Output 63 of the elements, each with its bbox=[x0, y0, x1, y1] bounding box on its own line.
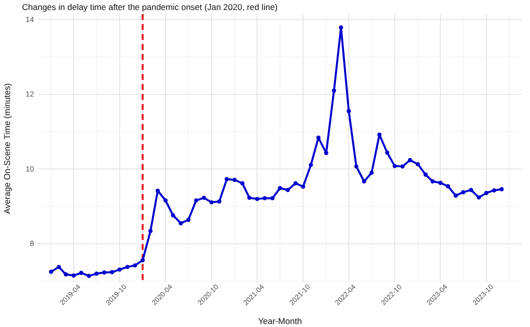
point bbox=[178, 221, 183, 226]
point bbox=[468, 188, 474, 192]
point bbox=[79, 270, 84, 276]
point bbox=[446, 184, 450, 188]
point bbox=[377, 132, 382, 137]
point bbox=[332, 88, 336, 93]
point bbox=[194, 198, 198, 203]
point bbox=[156, 188, 160, 193]
point bbox=[385, 150, 390, 155]
point bbox=[255, 196, 260, 202]
point bbox=[392, 164, 397, 168]
point bbox=[94, 272, 99, 276]
point bbox=[209, 200, 214, 204]
point bbox=[278, 186, 282, 190]
point bbox=[72, 273, 76, 278]
point bbox=[454, 193, 458, 198]
point bbox=[308, 162, 313, 168]
point bbox=[316, 136, 321, 140]
point bbox=[217, 199, 222, 204]
point bbox=[362, 179, 366, 184]
point bbox=[170, 213, 176, 218]
point bbox=[400, 164, 405, 169]
point bbox=[64, 272, 68, 277]
point bbox=[370, 170, 374, 175]
point bbox=[240, 181, 244, 186]
point bbox=[346, 109, 351, 114]
point bbox=[163, 198, 168, 203]
point bbox=[232, 178, 237, 182]
x-axis-title: Year-Month bbox=[258, 316, 302, 326]
point bbox=[270, 196, 275, 200]
point bbox=[140, 258, 145, 262]
point bbox=[423, 172, 428, 177]
point bbox=[86, 274, 92, 278]
point bbox=[224, 177, 229, 182]
point bbox=[262, 196, 267, 200]
point bbox=[354, 164, 358, 169]
point bbox=[408, 158, 412, 162]
point bbox=[148, 228, 153, 234]
point bbox=[484, 190, 488, 196]
point bbox=[416, 162, 420, 166]
point bbox=[286, 188, 290, 192]
point bbox=[300, 184, 306, 189]
point bbox=[500, 187, 504, 192]
point bbox=[117, 267, 122, 272]
point bbox=[110, 270, 114, 274]
point bbox=[438, 180, 443, 185]
point bbox=[102, 270, 106, 275]
point bbox=[461, 190, 466, 194]
point bbox=[132, 263, 138, 268]
point bbox=[430, 179, 435, 184]
point bbox=[186, 218, 190, 222]
point bbox=[56, 264, 61, 270]
y-axis-title: Average On-Scene Time (minutes) bbox=[2, 82, 12, 214]
point bbox=[247, 196, 252, 200]
point bbox=[338, 25, 344, 30]
point bbox=[324, 150, 328, 156]
point bbox=[125, 264, 130, 270]
point bbox=[293, 181, 298, 186]
point bbox=[492, 188, 496, 192]
point bbox=[476, 195, 481, 200]
point bbox=[202, 196, 206, 200]
chart-title: Changes in delay time after the pandemic onset (Jan 2020, red line) bbox=[22, 2, 278, 12]
point bbox=[48, 270, 54, 274]
